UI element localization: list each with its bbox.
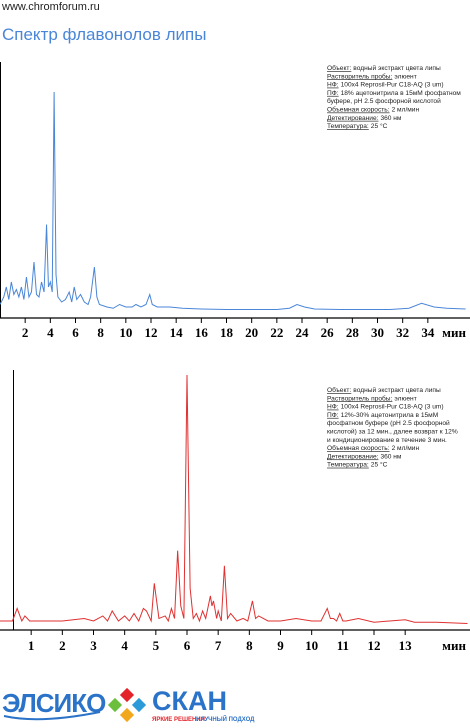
annotation: Объект: водный экстракт цвета липы bbox=[327, 64, 441, 72]
slogan: НАУЧНЫЙ ПОДХОД bbox=[196, 715, 255, 723]
logo: ЭЛСИКО СКАН ЯРКИЕ РЕШЕНИЯ НАУЧНЫЙ ПОДХОД bbox=[2, 686, 255, 723]
annotation: ПФ: 18% ацетонитрила в 15мМ фосфатном bbox=[327, 90, 461, 97]
annotation-text: 25 °C bbox=[371, 122, 388, 130]
chromatogram-line bbox=[0, 374, 468, 624]
x-tick-label: 30 bbox=[371, 325, 384, 340]
annotation-text: 12%-30% ацетонитрила в 15мМ bbox=[341, 412, 439, 419]
x-tick-label: 4 bbox=[47, 325, 54, 340]
x-tick-label: 4 bbox=[121, 638, 128, 653]
annotation-label: ПФ: bbox=[327, 412, 339, 419]
annotation: Растворитель пробы: элюент bbox=[327, 72, 417, 80]
logo-text: СКАН bbox=[152, 686, 227, 716]
annotation-label: Детектирование: bbox=[327, 115, 379, 122]
x-tick-label: 34 bbox=[421, 325, 435, 340]
logo-icon bbox=[131, 697, 147, 713]
logo-icon bbox=[107, 697, 123, 713]
annotation-label: ПФ: bbox=[327, 90, 339, 97]
x-tick-label: 28 bbox=[346, 325, 360, 340]
annotation: Температура: 25 °C bbox=[327, 461, 388, 469]
x-tick-label: 8 bbox=[246, 638, 253, 653]
annotation-text: 360 нм bbox=[380, 115, 401, 122]
annotation-label: Температура: bbox=[327, 123, 369, 130]
x-tick-label: 12 bbox=[368, 638, 381, 653]
annotation-text: 100х4 Reprosil-Pur C18-AQ (3 um) bbox=[341, 404, 444, 411]
annotation: Растворитель пробы: элюент bbox=[327, 394, 417, 402]
annotation-label: Объемная скорость: bbox=[327, 444, 390, 452]
annotation-label: Температура: bbox=[327, 462, 369, 469]
annotation: НФ: 100х4 Reprosil-Pur C18-AQ (3 um) bbox=[327, 82, 444, 89]
x-axis-label: мин bbox=[442, 638, 466, 653]
annotation-text: элюент bbox=[394, 73, 416, 80]
logo-icon bbox=[119, 687, 135, 703]
annotation: и кондиционирование в течение 3 мин. bbox=[327, 437, 447, 444]
annotation: НФ: 100х4 Reprosil-Pur C18-AQ (3 um) bbox=[327, 404, 444, 411]
annotation-label: Объект: bbox=[327, 64, 351, 72]
x-tick-label: 5 bbox=[153, 638, 160, 653]
annotation: Детектирование: 360 нм bbox=[327, 453, 402, 460]
annotation-text: 25 °C bbox=[371, 461, 388, 469]
annotation-text: водный экстракт цвета липы bbox=[353, 64, 441, 72]
x-tick-label: 9 bbox=[277, 638, 284, 653]
annotation-text: элюент bbox=[394, 395, 416, 402]
annotation-text: 2 мл/мин bbox=[392, 107, 420, 114]
annotation-text: фосфатном буфере (pH 2.5 фосфорной bbox=[327, 419, 450, 427]
annotation: буфере, pH 2.5 фосфорной кислотой bbox=[327, 97, 441, 105]
x-tick-label: 16 bbox=[195, 325, 209, 340]
annotation: Объемная скорость: 2 мл/мин bbox=[327, 106, 419, 114]
annotation-text: 2 мл/мин bbox=[392, 445, 420, 452]
url: www.chromforum.ru bbox=[1, 1, 100, 13]
x-tick-label: 13 bbox=[399, 638, 413, 653]
annotation-text: 360 нм bbox=[380, 453, 401, 460]
x-tick-label: 6 bbox=[184, 638, 191, 653]
x-tick-label: 1 bbox=[28, 638, 35, 653]
chromatogram-line bbox=[0, 91, 466, 310]
x-axis-label: мин bbox=[442, 325, 466, 340]
x-tick-label: 8 bbox=[97, 325, 104, 340]
annotation: Температура: 25 °C bbox=[327, 122, 388, 130]
page-title: Спектр флавонолов липы bbox=[2, 25, 206, 44]
x-tick-label: 10 bbox=[119, 325, 132, 340]
logo-icon bbox=[119, 707, 135, 723]
annotation: Объект: водный экстракт цвета липы bbox=[327, 386, 441, 394]
annotation-label: Объемная скорость: bbox=[327, 106, 390, 114]
annotation-text: и кондиционирование в течение 3 мин. bbox=[327, 437, 447, 444]
annotation-label: Объект: bbox=[327, 386, 351, 394]
x-tick-label: 10 bbox=[305, 638, 318, 653]
annotation-text: водный экстракт цвета липы bbox=[353, 386, 441, 394]
annotation-label: НФ: bbox=[327, 82, 339, 89]
x-tick-label: 12 bbox=[145, 325, 158, 340]
x-tick-label: 32 bbox=[396, 325, 409, 340]
x-tick-label: 2 bbox=[22, 325, 29, 340]
annotation-text: 100х4 Reprosil-Pur C18-AQ (3 um) bbox=[341, 82, 444, 89]
x-tick-label: 22 bbox=[270, 325, 283, 340]
annotation: кислотой) за 12 мин., далее возврат к 12… bbox=[327, 428, 458, 436]
annotation-text: кислотой) за 12 мин., далее возврат к 12… bbox=[327, 428, 458, 436]
annotation-text: 18% ацетонитрила в 15мМ фосфатном bbox=[341, 90, 462, 97]
logo-swoosh bbox=[3, 711, 101, 721]
annotation-text: буфере, pH 2.5 фосфорной кислотой bbox=[327, 97, 441, 105]
x-tick-label: 20 bbox=[245, 325, 258, 340]
annotation: ПФ: 12%-30% ацетонитрила в 15мМ bbox=[327, 412, 438, 419]
annotation: Объемная скорость: 2 мл/мин bbox=[327, 444, 419, 452]
annotation-label: Детектирование: bbox=[327, 453, 379, 460]
annotation: Детектирование: 360 нм bbox=[327, 115, 402, 122]
slogan: ЯРКИЕ РЕШЕНИЯ bbox=[152, 717, 205, 723]
x-tick-label: 6 bbox=[72, 325, 79, 340]
annotation-label: НФ: bbox=[327, 404, 339, 411]
x-tick-label: 18 bbox=[220, 325, 234, 340]
x-tick-label: 24 bbox=[296, 325, 310, 340]
x-tick-label: 7 bbox=[215, 638, 222, 653]
annotation-label: Растворитель пробы: bbox=[327, 72, 393, 80]
x-tick-label: 11 bbox=[337, 638, 349, 653]
annotation: фосфатном буфере (pH 2.5 фосфорной bbox=[327, 419, 450, 427]
annotation-label: Растворитель пробы: bbox=[327, 394, 393, 402]
x-tick-label: 2 bbox=[59, 638, 66, 653]
x-tick-label: 14 bbox=[170, 325, 184, 340]
x-tick-label: 3 bbox=[90, 638, 97, 653]
x-tick-label: 26 bbox=[321, 325, 335, 340]
